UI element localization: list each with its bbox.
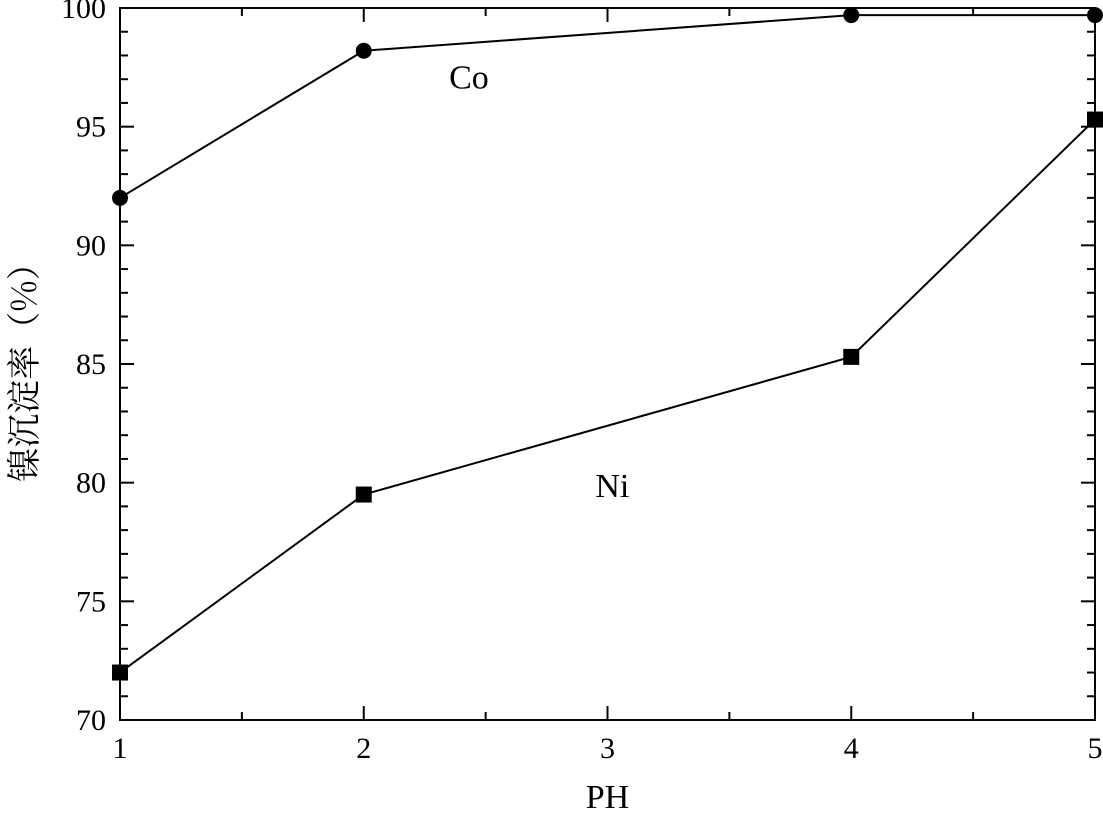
svg-text:Ni: Ni	[595, 468, 629, 505]
svg-text:80: 80	[76, 467, 106, 500]
svg-text:4: 4	[844, 732, 859, 765]
svg-text:75: 75	[76, 585, 106, 618]
svg-text:2: 2	[356, 732, 371, 765]
svg-text:70: 70	[76, 704, 106, 737]
line-chart: 1 2 3 4 5 70 75 80 85 90 95 100 PH 镍沉淀率（%） Co Ni	[0, 0, 1103, 840]
svg-text:85: 85	[76, 348, 106, 381]
svg-text:90: 90	[76, 229, 106, 262]
svg-text:Co: Co	[449, 60, 489, 97]
svg-text:5: 5	[1088, 732, 1103, 765]
chart-container: 1 2 3 4 5 70 75 80 85 90 95 100 PH 镍沉淀率（%） Co Ni	[0, 0, 1103, 840]
svg-text:PH: PH	[586, 779, 629, 816]
svg-text:95: 95	[76, 111, 106, 144]
svg-text:镍沉淀率（%）: 镍沉淀率（%）	[0, 246, 46, 481]
svg-text:3: 3	[600, 732, 615, 765]
svg-text:100: 100	[61, 0, 106, 25]
svg-text:1: 1	[113, 732, 128, 765]
